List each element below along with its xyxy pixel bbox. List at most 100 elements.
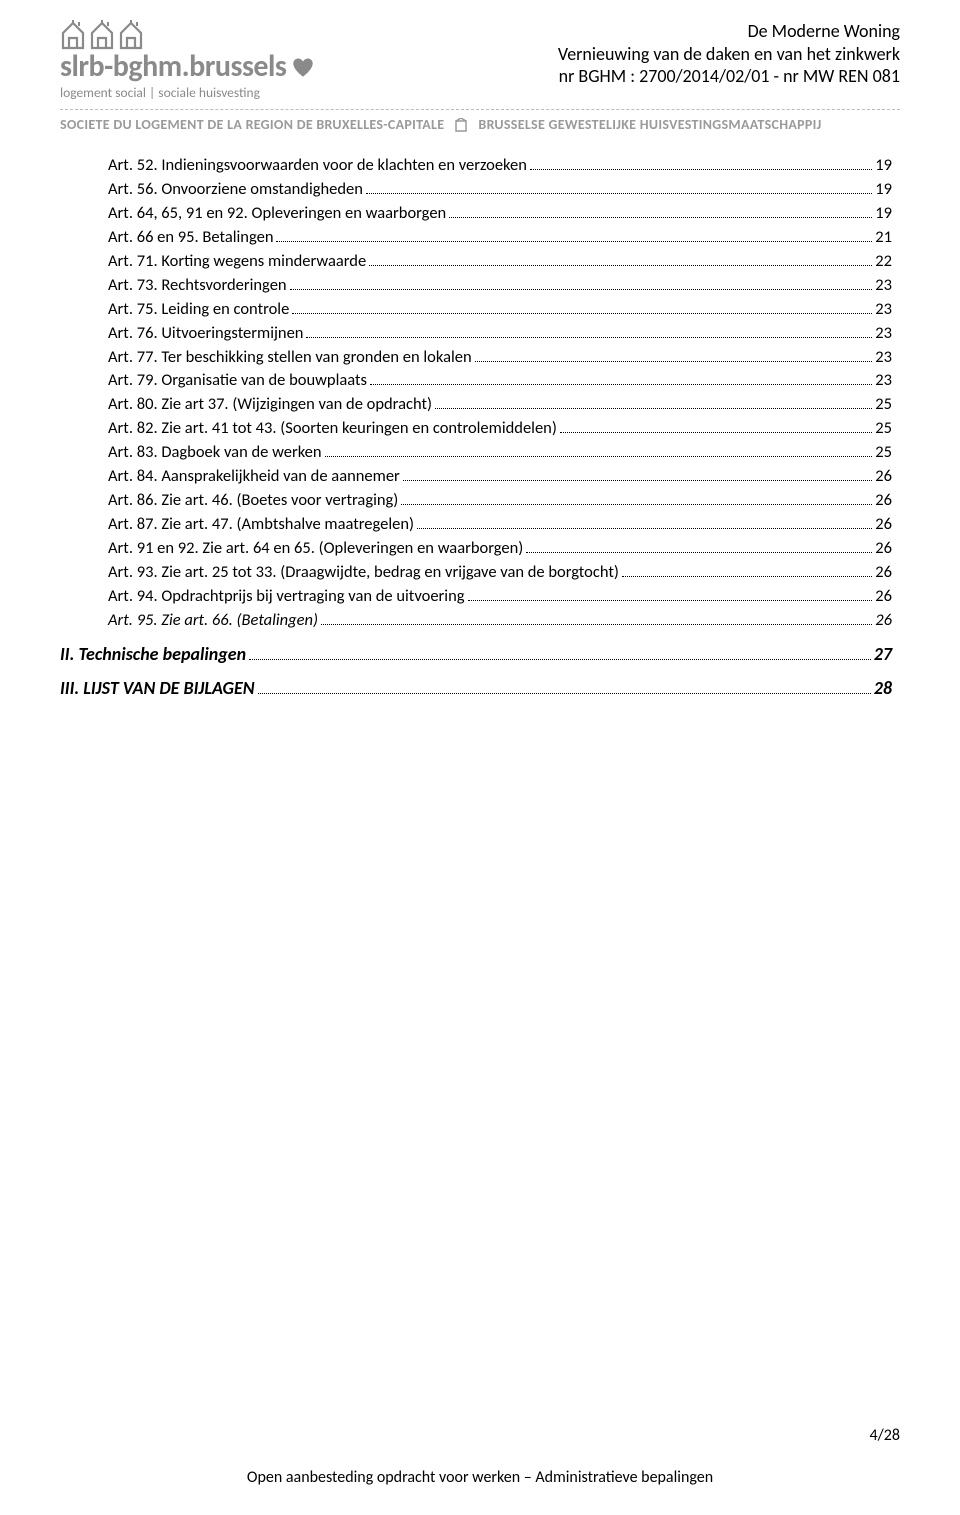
toc-dots [258,693,871,694]
toc-entry: Art. 52. Indieningsvoorwaarden voor de k… [108,155,892,176]
toc-dots [321,624,872,625]
toc-entry-label: Art. 94. Opdrachtprijs bij vertraging va… [108,586,465,607]
toc-dots [306,337,872,338]
toc-dots [417,528,872,529]
toc-entry-label: Art. 93. Zie art. 25 tot 33. (Draagwijdt… [108,562,619,583]
toc-entry: Art. 94. Opdrachtprijs bij vertraging va… [108,586,892,607]
toc-entry-page: 26 [875,562,892,583]
toc-entry: Art. 73. Rechtsvorderingen 23 [108,275,892,296]
toc-entry: Art. 91 en 92. Zie art. 64 en 65. (Oplev… [108,538,892,559]
toc-entry-label: Art. 66 en 95. Betalingen [108,227,273,248]
toc-entry-page: 25 [875,418,892,439]
toc-entry-page: 25 [875,442,892,463]
toc-entry-page: 26 [875,466,892,487]
toc-dots [370,384,872,385]
toc-entry-page: 25 [875,394,892,415]
toc-entry: Art. 76. Uitvoeringstermijnen 23 [108,323,892,344]
toc-entry-page: 26 [875,610,892,631]
toc-entry-page: 19 [875,203,892,224]
toc-section-label: III. LIJST VAN DE BIJLAGEN [60,677,255,699]
toc-entry-page: 26 [875,586,892,607]
toc-sections: II. Technische bepalingen 27 III. LIJST V… [60,643,900,699]
doc-title-line2: Vernieuwing van de daken en van het zink… [558,43,900,66]
toc-entry: Art. 79. Organisatie van de bouwplaats 2… [108,370,892,391]
toc-entry-page: 19 [875,155,892,176]
toc-section-page: 28 [874,677,892,699]
toc-dots [290,289,873,290]
toc-entry-page: 26 [875,514,892,535]
doc-title-line3: nr BGHM : 2700/2014/02/01 - nr MW REN 08… [558,65,900,88]
footer-text: Open aanbesteding opdracht voor werken –… [60,1468,900,1487]
document-page: slrb-bghm.brussels logement social | soc… [0,0,960,1515]
toc-entry: Art. 87. Zie art. 47. (Ambtshalve maatre… [108,514,892,535]
building-icon [454,118,468,132]
header-rule [60,109,900,110]
toc-entry-label: Art. 86. Zie art. 46. (Boetes voor vertr… [108,490,398,511]
toc-entry-page: 23 [875,299,892,320]
toc-entry-page: 23 [875,347,892,368]
toc-entry-page: 22 [875,251,892,272]
toc-dots [276,241,872,242]
toc-entry-label: Art. 64, 65, 91 en 92. Opleveringen en w… [108,203,446,224]
toc-entry-label: Art. 71. Korting wegens minderwaarde [108,251,366,272]
toc-section-heading: II. Technische bepalingen 27 [60,643,892,665]
logo-main-text: slrb-bghm.brussels [60,52,316,82]
subheader-bar: SOCIETE DU LOGEMENT DE LA REGION DE BRUX… [60,116,900,133]
subheader-left: SOCIETE DU LOGEMENT DE LA REGION DE BRUX… [60,116,444,133]
toc-dots [560,432,872,433]
toc-entry-label: Art. 79. Organisatie van de bouwplaats [108,370,367,391]
toc-dots [366,193,872,194]
toc-entry: Art. 83. Dagboek van de werken 25 [108,442,892,463]
toc-dots [449,217,872,218]
toc-entry-page: 23 [875,323,892,344]
toc-entry-label: Art. 73. Rechtsvorderingen [108,275,287,296]
logo-main-label: slrb-bghm.brussels [60,52,286,82]
toc-entry-label: Art. 77. Ter beschikking stellen van gro… [108,347,472,368]
toc-dots [249,659,871,660]
toc-list: Art. 52. Indieningsvoorwaarden voor de k… [108,155,892,631]
toc-dots [530,169,872,170]
toc-entry-label: Art. 95. Zie art. 66. (Betalingen) [108,610,318,631]
logo-sub-text: logement social | sociale huisvesting [60,84,260,101]
toc-entry: Art. 71. Korting wegens minderwaarde 22 [108,251,892,272]
toc-entry: Art. 93. Zie art. 25 tot 33. (Draagwijdt… [108,562,892,583]
toc-dots [475,361,873,362]
heart-icon [290,56,316,78]
logo-houses-icon [60,20,144,50]
toc-entry: Art. 56. Onvoorziene omstandigheden 19 [108,179,892,200]
toc-entry: Art. 75. Leiding en controle 23 [108,299,892,320]
doc-title-block: De Moderne Woning Vernieuwing van de dak… [558,20,900,88]
toc-dots [401,504,872,505]
toc-entry-page: 19 [875,179,892,200]
toc-entry-label: Art. 76. Uitvoeringstermijnen [108,323,303,344]
toc-entry-page: 21 [875,227,892,248]
toc-dots [526,552,872,553]
toc-entry: Art. 80. Zie art 37. (Wijzigingen van de… [108,394,892,415]
toc-dots [435,408,872,409]
doc-title-line1: De Moderne Woning [558,20,900,43]
toc-entry: Art. 84. Aansprakelijkheid van de aannem… [108,466,892,487]
toc-section-label: II. Technische bepalingen [60,643,246,665]
page-number: 4/28 [869,1426,900,1445]
toc-dots [325,456,873,457]
toc-entry-label: Art. 80. Zie art 37. (Wijzigingen van de… [108,394,432,415]
toc-entry-label: Art. 87. Zie art. 47. (Ambtshalve maatre… [108,514,414,535]
toc-entry-label: Art. 82. Zie art. 41 tot 43. (Soorten ke… [108,418,557,439]
toc-entry: Art. 82. Zie art. 41 tot 43. (Soorten ke… [108,418,892,439]
toc-entry-page: 26 [875,490,892,511]
page-header: slrb-bghm.brussels logement social | soc… [60,20,900,101]
toc-entry: Art. 64, 65, 91 en 92. Opleveringen en w… [108,203,892,224]
toc-entry: Art. 95. Zie art. 66. (Betalingen) 26 [108,610,892,631]
toc-entry-page: 23 [875,370,892,391]
toc-section-heading: III. LIJST VAN DE BIJLAGEN 28 [60,677,892,699]
toc-entry-page: 26 [875,538,892,559]
toc-entry-label: Art. 91 en 92. Zie art. 64 en 65. (Oplev… [108,538,523,559]
toc-section-page: 27 [874,643,892,665]
toc-entry-label: Art. 52. Indieningsvoorwaarden voor de k… [108,155,527,176]
toc-entry: Art. 77. Ter beschikking stellen van gro… [108,347,892,368]
logo-block: slrb-bghm.brussels logement social | soc… [60,20,316,101]
toc-dots [369,265,872,266]
toc-dots [292,313,872,314]
toc-dots [622,576,872,577]
toc-entry: Art. 86. Zie art. 46. (Boetes voor vertr… [108,490,892,511]
